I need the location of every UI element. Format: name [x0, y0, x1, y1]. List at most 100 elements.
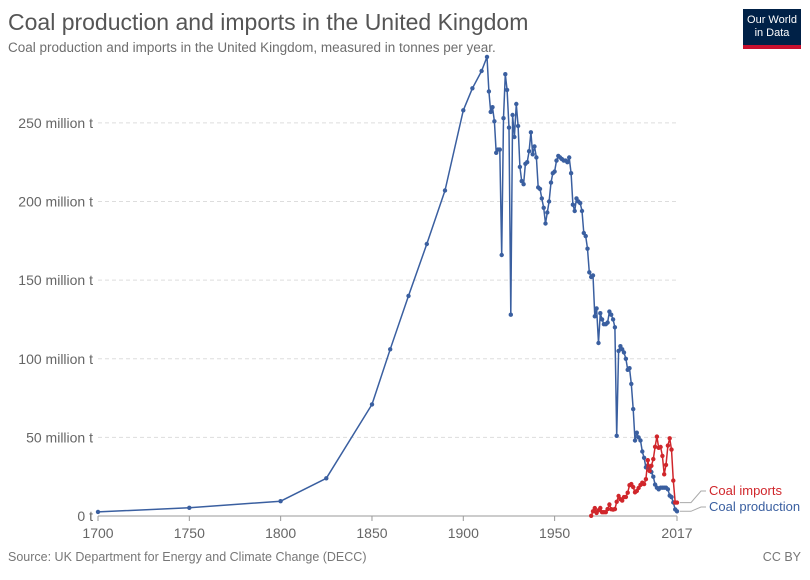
data-point [621, 350, 627, 355]
data-point [583, 233, 588, 239]
data-point [546, 199, 552, 204]
data-point [490, 105, 495, 110]
data-point [629, 381, 634, 387]
data-point [528, 130, 534, 135]
x-tick-label: 1850 [356, 525, 387, 541]
data-point [512, 134, 517, 140]
data-point [534, 155, 539, 160]
data-point [499, 252, 504, 258]
data-point [598, 505, 603, 511]
y-tick-label: 250 million t [18, 115, 93, 131]
y-tick-label: 100 million t [18, 351, 93, 367]
data-point [497, 147, 502, 152]
data-point [514, 101, 519, 107]
data-point [369, 402, 375, 407]
source-note[interactable]: Source: UK Department for Energy and Cli… [8, 550, 367, 564]
x-tick-label: 1950 [539, 525, 570, 541]
data-point [578, 200, 583, 206]
data-point [643, 477, 649, 482]
logo-line-2: in Data [754, 27, 790, 39]
data-point [665, 443, 671, 448]
data-point [501, 116, 506, 121]
data-point [609, 312, 614, 317]
data-point [645, 458, 650, 463]
data-point [517, 164, 523, 170]
data-point [638, 438, 643, 443]
data-point [623, 356, 629, 361]
data-point [503, 72, 508, 77]
data-point [594, 306, 599, 311]
data-point [470, 86, 475, 91]
data-point [674, 500, 680, 505]
data-point [442, 188, 448, 193]
label-connector [680, 506, 706, 512]
data-point [479, 68, 484, 74]
data-point [567, 155, 572, 160]
series-label: Coal production [709, 499, 800, 514]
data-point [579, 208, 585, 214]
data-point [590, 273, 596, 278]
data-point [515, 123, 521, 129]
data-point [504, 87, 510, 93]
data-point [649, 463, 654, 468]
data-point [525, 160, 530, 165]
data-point [484, 54, 490, 60]
data-point [607, 502, 612, 507]
data-point [599, 317, 605, 322]
x-tick-label: 1750 [174, 525, 205, 541]
data-point [671, 478, 676, 483]
data-point [612, 325, 618, 330]
x-tick-label: 1900 [448, 525, 479, 541]
data-point [424, 241, 429, 247]
our-world-in-data-logo[interactable]: Our World in Data [743, 9, 801, 49]
data-point [187, 505, 192, 510]
data-point [461, 108, 466, 113]
data-point [605, 320, 610, 325]
data-point [521, 182, 526, 187]
data-point [634, 430, 639, 435]
series-line [97, 56, 678, 513]
data-point [605, 506, 610, 512]
data-point [95, 509, 101, 515]
data-point [554, 158, 559, 163]
data-point [278, 499, 283, 504]
data-point [627, 366, 632, 371]
x-tick-label: 2017 [661, 525, 692, 541]
data-point [492, 119, 497, 124]
data-point [641, 481, 647, 487]
data-point [552, 169, 557, 174]
x-tick-label: 1800 [265, 525, 296, 541]
data-point [539, 196, 544, 201]
data-point [572, 208, 577, 214]
data-point [651, 474, 656, 479]
chart-title: Coal production and imports in the Unite… [8, 9, 529, 35]
data-point [510, 112, 515, 118]
y-tick-label: 50 million t [26, 429, 93, 445]
data-point [669, 494, 674, 500]
data-point [541, 205, 546, 210]
y-tick-label: 200 million t [18, 194, 93, 210]
data-point [667, 436, 672, 441]
data-point [548, 180, 554, 185]
data-point [625, 490, 630, 495]
data-point [614, 499, 619, 504]
y-tick-label: 150 million t [18, 272, 93, 288]
data-point [530, 152, 535, 157]
logo-line-1: Our World [747, 14, 797, 26]
data-point [589, 513, 594, 518]
y-tick-label: 0 t [77, 508, 93, 524]
data-point [526, 149, 532, 154]
data-point [620, 498, 625, 503]
data-point [565, 160, 570, 165]
data-point [506, 125, 512, 130]
data-point [592, 314, 597, 319]
data-point [620, 347, 625, 352]
license-label[interactable]: CC BY [762, 550, 801, 564]
data-point [570, 202, 576, 207]
data-point [623, 494, 629, 500]
data-point [612, 506, 618, 512]
data-point [406, 293, 411, 299]
label-connector [680, 490, 706, 504]
data-point [660, 453, 665, 459]
